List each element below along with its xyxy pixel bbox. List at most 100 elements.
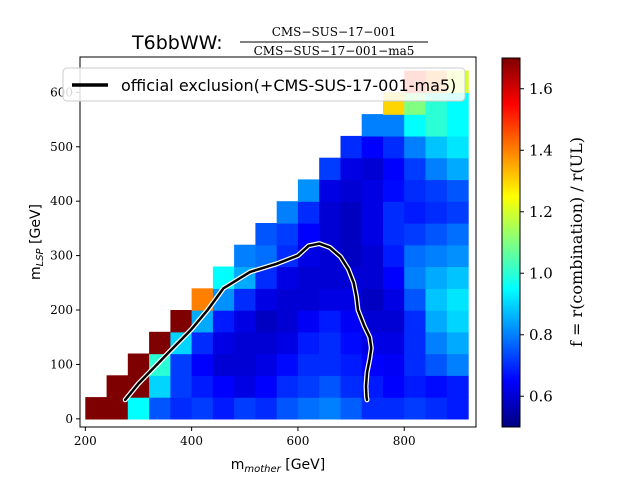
heatmap-cell: [404, 157, 427, 181]
heatmap-cell: [446, 310, 469, 333]
colorbar: [501, 57, 521, 428]
heatmap-cell: [170, 375, 193, 398]
heatmap-cell: [340, 179, 363, 202]
axes-frame: [79, 56, 477, 428]
y-tick-label: 300: [50, 249, 73, 263]
heatmap-cell: [297, 266, 320, 289]
x-tick-label: 400: [180, 434, 203, 448]
colorbar-tick-label: 0.8: [529, 326, 553, 344]
exclusion-curve-line: [123, 242, 373, 402]
heatmap-cell: [404, 244, 427, 268]
heatmap-cell: [383, 244, 405, 268]
colorbar-label: f = r(combination) / r(UL): [567, 137, 586, 347]
heatmap-cell: [361, 397, 384, 420]
x-tick-label: 600: [286, 434, 309, 448]
heatmap-cell: [361, 266, 384, 289]
y-tick-label: 500: [50, 140, 73, 154]
heatmap-cell: [85, 397, 108, 420]
heatmap-cell: [361, 223, 384, 246]
heatmap-cell: [425, 223, 448, 246]
heatmap-cell: [340, 375, 363, 398]
heatmap-cell: [383, 201, 405, 224]
heatmap-cell: [234, 397, 256, 420]
heatmap-cell: [446, 288, 469, 311]
heatmap-cell: [191, 375, 214, 398]
heatmap-cell: [319, 157, 342, 181]
y-tick-label: 100: [50, 357, 73, 371]
heatmap-cell: [361, 288, 384, 311]
heatmap-cell: [276, 353, 299, 376]
heatmap-cell: [361, 201, 384, 224]
heatmap-cell: [319, 201, 342, 224]
heatmap-cell: [297, 179, 320, 202]
heatmap-cell: [404, 179, 427, 202]
heatmap-cell: [106, 397, 129, 420]
colorbar-tick-label: 1.2: [529, 203, 553, 221]
y-tick-label: 0: [65, 412, 73, 426]
x-tick-label: 800: [393, 434, 416, 448]
heatmap-cell: [425, 331, 448, 355]
heatmap-cell: [255, 397, 278, 420]
heatmap-cell: [446, 179, 469, 202]
heatmap-cell: [276, 223, 299, 246]
heatmap-cell: [361, 114, 384, 137]
heatmap-cell: [446, 114, 469, 137]
heatmap-cell: [255, 288, 278, 311]
heatmap-cell: [404, 397, 427, 420]
heatmap-cell: [425, 179, 448, 202]
heatmap-cell: [425, 375, 448, 398]
heatmap-cell: [255, 266, 278, 289]
heatmap-cell: [446, 266, 469, 289]
heatmap-cell: [170, 310, 193, 333]
heatmap-cell: [425, 310, 448, 333]
heatmap-cell: [319, 331, 342, 355]
heatmap-cell: [383, 331, 405, 355]
heatmap-cell: [255, 331, 278, 355]
colorbar-tick-label: 1.6: [529, 80, 553, 98]
heatmap-cell: [149, 331, 171, 355]
heatmap-cell: [340, 310, 363, 333]
heatmap-cell: [383, 397, 405, 420]
heatmap-cell: [212, 397, 235, 420]
title-numerator: CMS−SUS−17−001: [272, 25, 397, 39]
heatmap-cell: [212, 331, 235, 355]
x-axis-ticks: 200 400 600 800: [74, 427, 416, 448]
heatmap-cell: [446, 223, 469, 246]
heatmap-cell: [212, 353, 235, 376]
heatmap-cell: [297, 331, 320, 355]
heatmap-cell: [425, 397, 448, 420]
heatmap-cell: [149, 397, 171, 420]
heatmap-cell: [276, 201, 299, 224]
colorbar-tick-label: 1.4: [529, 141, 553, 159]
colorbar-tick-label: 0.6: [529, 387, 553, 405]
legend: official exclusion(+CMS-SUS-17-001-ma5): [62, 67, 466, 102]
heatmap-cell: [127, 353, 150, 376]
heatmap-cell: [234, 353, 256, 376]
heatmap-cell: [297, 310, 320, 333]
heatmap-cell: [425, 114, 448, 137]
heatmap-cell: [276, 266, 299, 289]
heatmap-cell: [361, 135, 384, 159]
heatmap-cell: [319, 375, 342, 398]
heatmap-cell: [170, 353, 193, 376]
heatmap-cell: [425, 157, 448, 181]
heatmap-cell: [425, 266, 448, 289]
heatmap-cell: [127, 397, 150, 420]
heatmap-cell: [191, 288, 214, 311]
heatmap-cell: [383, 375, 405, 398]
y-tick-label: 200: [50, 303, 73, 317]
heatmap-cell: [383, 353, 405, 376]
heatmap-cell: [383, 157, 405, 181]
heatmap-cell: [340, 135, 363, 159]
heatmap-cell: [404, 310, 427, 333]
heatmap-cell: [404, 201, 427, 224]
heatmap-cell: [340, 223, 363, 246]
heatmap-cell: [106, 375, 129, 398]
heatmap-cell: [446, 331, 469, 355]
heatmap-cell: [297, 201, 320, 224]
heatmap-cell: [361, 244, 384, 268]
heatmap-cell: [319, 310, 342, 333]
heatmap-cell: [446, 135, 469, 159]
heatmap-cell: [297, 223, 320, 246]
